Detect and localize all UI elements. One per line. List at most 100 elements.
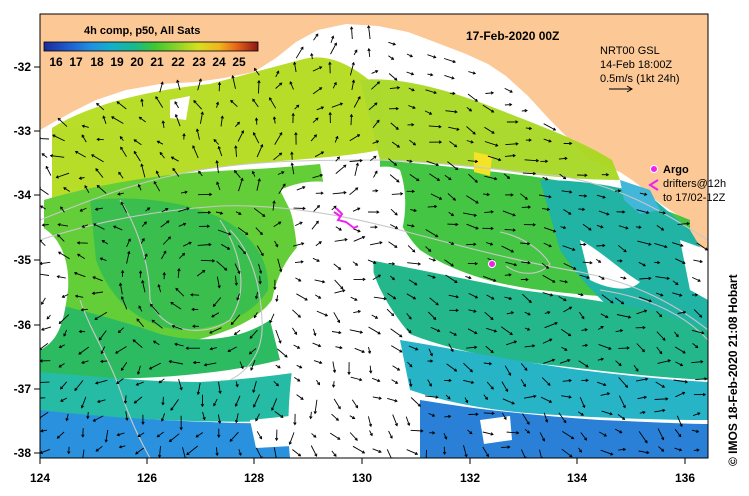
current-arrow [159,152,165,159]
current-arrow-head [389,435,393,439]
current-arrow [368,102,378,111]
current-arrow [543,227,556,233]
current-arrow [59,344,65,348]
current-arrow-head [619,329,624,333]
current-arrow [578,360,589,368]
current-arrow-head [183,222,187,226]
current-arrow [121,296,128,310]
current-arrow-head [331,35,335,39]
current-arrow-head [299,365,303,369]
current-arrow-head [553,229,557,233]
current-arrow [543,138,552,143]
current-arrow-head [375,189,379,193]
current-arrow [170,302,182,310]
current-arrow [425,89,437,94]
current-arrow-head [490,316,494,320]
current-arrow-head [343,164,347,168]
current-arrow [468,173,478,183]
current-arrow-head [490,350,494,354]
current-arrow-head [473,309,477,313]
current-arrow-head [293,422,297,426]
current-arrow-head [304,297,308,301]
current-arrow [118,327,124,333]
current-arrow-head [168,439,173,443]
current-arrow-head [527,241,531,246]
current-arrow [186,445,198,455]
current-arrow [675,392,685,398]
current-arrow [292,309,301,318]
current-arrow-head [206,224,211,228]
current-arrow-head [351,61,355,66]
current-arrow [448,343,454,352]
current-arrow-head [512,213,516,217]
current-arrow [40,429,48,432]
current-arrow [600,392,610,396]
current-arrow-head [213,138,217,143]
current-arrow [371,70,378,74]
current-arrow [486,294,495,300]
current-arrow-head [135,451,139,455]
current-arrow-head [95,168,99,172]
current-arrow-head [379,241,383,245]
current-arrow-head [319,173,324,178]
current-arrow-head [45,165,49,169]
current-arrow-head [362,277,366,281]
current-arrow-head [472,71,477,75]
current-arrow [430,326,440,332]
current-arrow-head [281,171,285,175]
current-arrow [256,431,262,439]
current-arrow [389,87,400,90]
current-arrow-head [175,287,179,291]
current-arrow-head [200,111,204,115]
current-arrow-head [411,189,415,193]
current-arrow-head [252,132,256,136]
current-arrow-head [355,187,359,191]
current-arrow-head [324,313,329,317]
current-arrow-head [332,369,337,374]
current-arrow-head [250,367,254,371]
current-arrow [217,414,221,424]
current-arrow-head [259,231,263,236]
argo-drifter-tracks [333,207,359,230]
current-arrow [258,263,262,274]
current-arrow [296,394,304,400]
current-arrow [485,242,493,246]
current-legend-time: 14-Feb 18:00Z [600,59,672,71]
current-arrow-head [568,378,572,383]
current-arrow-head [102,115,106,119]
current-arrow-head [200,403,205,408]
current-arrow [406,449,418,455]
current-arrow-head [535,158,540,163]
current-arrow [443,433,447,440]
current-arrow-head [282,183,286,187]
current-arrow-head [95,448,99,452]
current-arrow [349,329,363,333]
current-arrow-head [451,241,455,245]
current-arrow-head [316,258,320,262]
current-arrow [561,395,572,398]
current-arrow [63,187,71,192]
cloud-gaps [40,96,708,458]
current-arrow-head [394,244,398,248]
current-arrow [637,240,652,246]
current-arrow-head [491,296,495,300]
current-arrow-head [430,73,434,77]
current-arrow [391,193,403,195]
current-arrow-head [140,98,144,102]
current-arrow [93,415,104,422]
current-arrow [369,430,373,436]
current-arrow [116,378,124,384]
current-arrow-head [344,237,348,242]
current-arrow [353,236,365,242]
current-arrow-head [621,301,625,305]
current-arrow-head [92,418,96,422]
current-arrow [213,398,218,406]
current-arrow [484,311,494,320]
current-arrow [159,378,165,384]
current-arrow [658,211,666,214]
current-arrow-head [81,134,85,138]
current-arrow-head [400,192,404,196]
current-arrow [521,261,530,264]
current-arrow [350,376,362,381]
current-arrow-head [580,293,584,297]
